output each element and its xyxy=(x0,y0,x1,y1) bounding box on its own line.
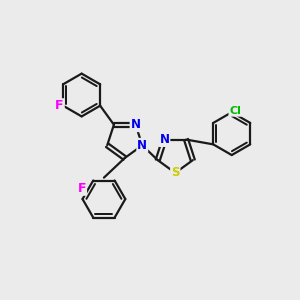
Text: N: N xyxy=(130,118,141,131)
Text: S: S xyxy=(171,167,179,179)
Text: N: N xyxy=(159,133,170,146)
Text: F: F xyxy=(55,99,64,112)
Text: Cl: Cl xyxy=(230,106,241,116)
Text: F: F xyxy=(78,182,86,195)
Text: N: N xyxy=(137,139,147,152)
